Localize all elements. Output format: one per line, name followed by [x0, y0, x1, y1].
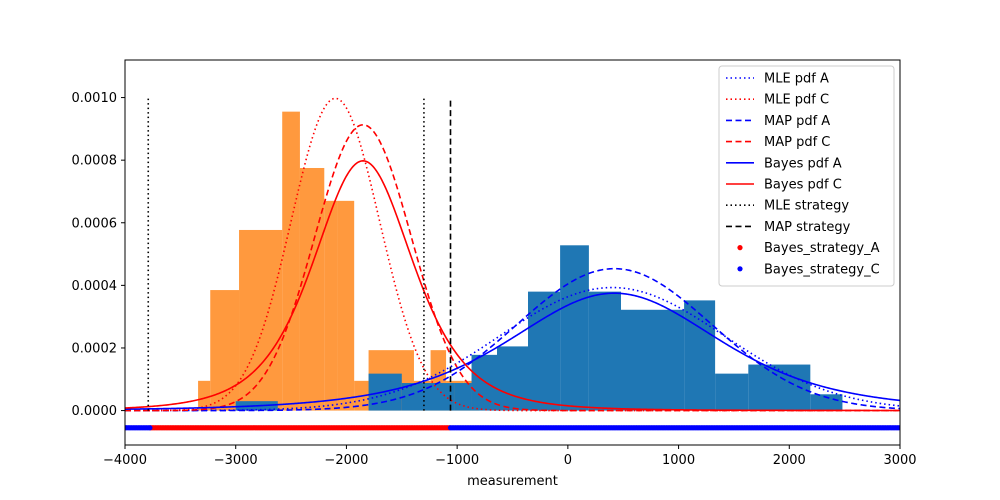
y-tick-label: 0.0004: [72, 279, 118, 294]
hist-a-bar: [684, 300, 716, 411]
x-tick-label: −4000: [103, 453, 147, 468]
hist-a-bar: [528, 291, 561, 411]
bayes_strategy_c-marker: [147, 425, 153, 431]
hist-a-bar: [621, 309, 685, 411]
legend-label: MAP pdf A: [764, 114, 830, 129]
x-tick-label: −1000: [435, 453, 479, 468]
hist-a-bar: [454, 383, 472, 411]
legend-label: Bayes pdf A: [764, 156, 842, 171]
plot-area: [125, 97, 900, 431]
hist-c-bar: [239, 229, 283, 411]
hist-a-bar: [588, 291, 621, 411]
hist-a-bar: [471, 354, 497, 411]
legend-label: MAP strategy: [764, 220, 851, 235]
legend-marker: [737, 266, 743, 272]
x-tick-label: −3000: [214, 453, 258, 468]
plot-frame: [124, 59, 901, 446]
legend: MLE pdf A MLE pdf C MAP pdf A MAP pdf C Baye…: [718, 65, 895, 287]
pdf-curves: [125, 97, 900, 412]
hist-c-bar: [198, 380, 211, 411]
legend-marker: [737, 245, 743, 251]
legend-box: [718, 65, 895, 287]
hist-a-bar: [497, 346, 528, 411]
pdf-line-map-pdf-a: [125, 267, 900, 412]
x-axis: −4000 −3000 −2000 −1000 0 1000 2000 3000: [103, 445, 917, 468]
hist-c-bar: [210, 290, 240, 411]
histogram-c: [198, 111, 480, 411]
y-axis: 0.0000 0.0002 0.0004 0.0006 0.0008 0.0010: [72, 91, 125, 419]
hist-a-bar: [715, 373, 749, 411]
legend-label: MAP pdf C: [764, 135, 830, 150]
hist-c-bar: [299, 167, 325, 411]
y-tick-label: 0.0006: [72, 216, 118, 231]
legend-label: MLE pdf A: [764, 72, 829, 87]
legend-label: Bayes_strategy_C: [764, 262, 880, 277]
hist-c-bar: [282, 111, 300, 411]
legend-label: MLE pdf C: [764, 93, 829, 108]
y-tick-label: 0.0010: [72, 91, 118, 106]
strategy-markers: [125, 425, 900, 431]
strategy-lines: [147, 97, 452, 411]
hist-a-bar: [810, 394, 843, 411]
hist-c-bar: [324, 200, 338, 411]
y-tick-label: 0.0008: [72, 154, 118, 169]
legend-label: Bayes_strategy_A: [764, 241, 880, 256]
legend-label: MLE strategy: [764, 199, 849, 214]
y-tick-label: 0.0000: [72, 404, 118, 419]
x-tick-label: 0: [564, 453, 572, 468]
x-axis-label: measurement: [467, 474, 558, 489]
pdf-line-mle-pdf-c: [125, 97, 900, 412]
x-tick-label: 2000: [773, 453, 806, 468]
pdf-line-bayes-pdf-a: [125, 292, 900, 410]
legend-label: Bayes pdf C: [764, 178, 842, 193]
x-tick-label: 3000: [883, 453, 916, 468]
x-tick-label: −2000: [324, 453, 368, 468]
hist-c-bar: [337, 200, 355, 411]
hist-a-bar: [560, 245, 589, 411]
y-tick-label: 0.0002: [72, 341, 118, 356]
bayes_strategy_c-marker: [896, 425, 900, 431]
x-tick-label: 1000: [662, 453, 695, 468]
pdf-line-bayes-pdf-c: [125, 160, 900, 412]
